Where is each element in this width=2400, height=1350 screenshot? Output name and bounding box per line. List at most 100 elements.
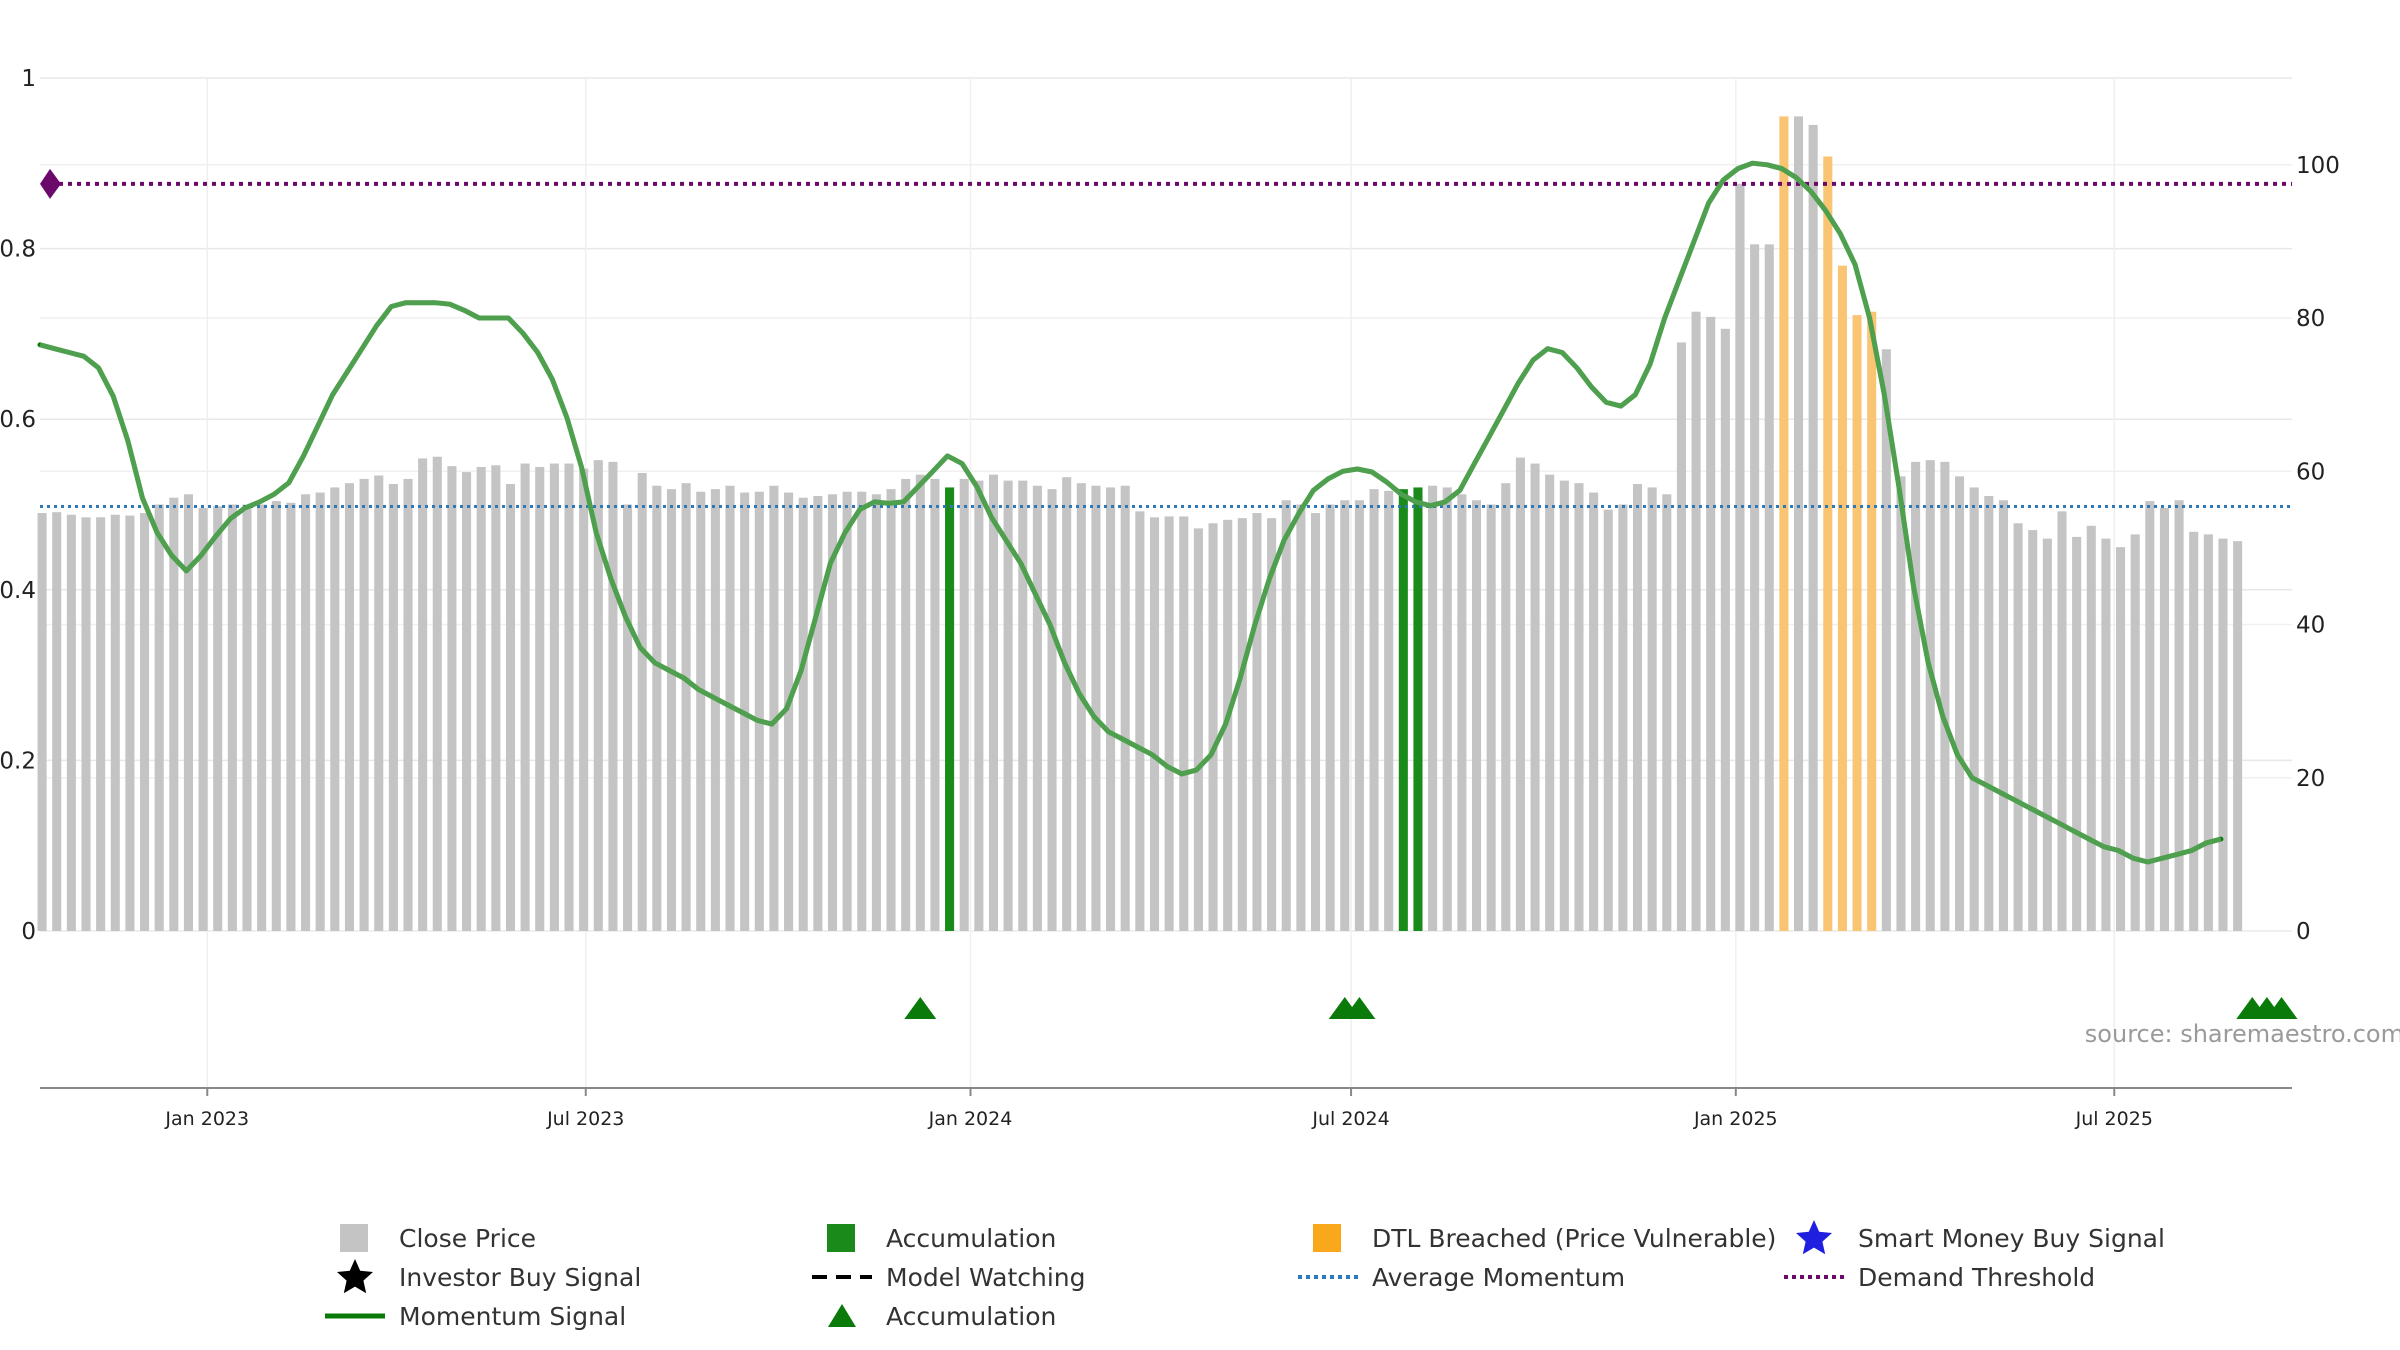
close-price-bar [1501, 483, 1511, 931]
close-price-bar [418, 458, 428, 931]
dtl-breached-bar [1823, 156, 1833, 931]
close-price-bar [1954, 476, 1965, 931]
right-tick-label: 60 [2296, 459, 2325, 485]
close-price-bar [388, 484, 398, 931]
left-tick-label: 0 [21, 919, 36, 945]
close-price-bar [1969, 487, 1979, 931]
close-price-bar [1106, 487, 1116, 931]
close-price-bar [1515, 457, 1525, 931]
source-label: source: sharemaestro.com [2085, 1020, 2400, 1048]
close-price-bar [1750, 244, 1760, 931]
close-price-bar [66, 514, 76, 931]
accumulation-bar [1398, 489, 1408, 931]
close-price-bar [1720, 328, 1730, 932]
close-price-bar [1632, 484, 1643, 931]
close-price-bar [1486, 504, 1496, 931]
accumulation-bar [945, 487, 955, 931]
close-price-bar [462, 472, 472, 931]
close-price-bar [1559, 480, 1569, 931]
close-price-bar [842, 491, 852, 931]
close-price-bar [1208, 523, 1218, 931]
x-tick-label: Jul 2025 [2075, 1108, 2153, 1130]
close-price-bar [1091, 485, 1101, 931]
close-price-bar [1032, 485, 1042, 931]
close-price-bar [505, 484, 516, 931]
close-price-bar [96, 517, 106, 931]
close-price-bar [754, 491, 764, 931]
close-price-bar [1457, 494, 1467, 931]
close-price-bar [198, 507, 208, 931]
close-price-bar [1267, 518, 1277, 931]
close-price-bar [1662, 494, 1672, 931]
right-tick-label: 80 [2296, 306, 2325, 332]
close-price-bar [1384, 490, 1394, 931]
close-price-bar [1589, 492, 1599, 931]
close-price-bar [257, 504, 267, 931]
close-price-bar [784, 492, 794, 931]
close-price-bar [1018, 480, 1028, 931]
close-price-bar [2189, 531, 2199, 931]
close-price-bar [1691, 311, 1701, 931]
close-price-bar [447, 466, 457, 931]
close-price-bar [1618, 504, 1628, 931]
close-price-bar [1647, 487, 1657, 931]
close-price-bar [1252, 513, 1262, 931]
close-price-bar [1047, 489, 1057, 931]
close-price-bar [227, 504, 237, 931]
close-price-bar [1442, 487, 1452, 931]
close-price-bar [520, 463, 530, 931]
accumulation-markers [904, 997, 2298, 1019]
close-price-bar [1545, 474, 1555, 931]
price-bars [37, 116, 2243, 932]
close-price-bar [432, 456, 442, 931]
close-price-bar [959, 478, 969, 931]
close-price-bar [827, 494, 838, 931]
close-price-bar [2086, 525, 2096, 931]
close-price-bar [1076, 483, 1086, 931]
close-price-bar [81, 517, 91, 931]
close-price-bar [930, 478, 940, 931]
close-price-bar [1925, 460, 1935, 931]
close-price-bar [1574, 483, 1584, 931]
close-price-bar [2174, 500, 2184, 931]
close-price-bar [1369, 489, 1379, 931]
close-price-bar [871, 494, 881, 931]
close-price-bar [2116, 547, 2126, 931]
close-price-bar [1237, 518, 1247, 931]
close-price-bar [286, 502, 296, 931]
momentum-signal-line [37, 160, 2224, 865]
close-price-bar [1676, 342, 1686, 931]
left-tick-label: 0.4 [0, 578, 36, 604]
close-price-bar [769, 485, 779, 931]
close-price-bar [1135, 511, 1145, 931]
close-price-bar [1296, 504, 1306, 931]
x-tick-label: Jan 2023 [164, 1108, 249, 1130]
x-tick-label: Jan 2024 [928, 1108, 1013, 1130]
close-price-bar [2218, 538, 2228, 931]
close-price-bar [169, 497, 179, 931]
close-price-bar [359, 478, 369, 931]
close-price-bar [1764, 244, 1774, 931]
close-price-bar [652, 485, 662, 931]
close-price-bar [1164, 516, 1174, 931]
left-tick-label: 1 [21, 66, 36, 92]
close-price-bar [988, 474, 999, 931]
close-price-bar [1179, 516, 1189, 931]
close-price-bar [52, 512, 62, 931]
close-price-bar [125, 515, 135, 931]
close-price-bar [974, 480, 984, 931]
close-price-bar [154, 504, 164, 931]
close-price-bar [2145, 501, 2155, 931]
x-tick-label: Jul 2024 [1311, 1108, 1389, 1130]
close-price-bar [330, 487, 340, 931]
left-tick-label: 0.8 [0, 237, 36, 263]
x-tick-label: Jan 2025 [1693, 1108, 1778, 1130]
left-tick-label: 0.6 [0, 407, 36, 433]
accumulation-marker-triangle [2265, 997, 2298, 1019]
close-price-bar [1354, 500, 1364, 931]
close-price-bar [301, 494, 311, 931]
close-price-bar [1471, 500, 1482, 931]
close-price-bar [637, 472, 647, 931]
right-tick-label: 0 [2296, 919, 2311, 945]
momentum-layer [37, 160, 2224, 865]
